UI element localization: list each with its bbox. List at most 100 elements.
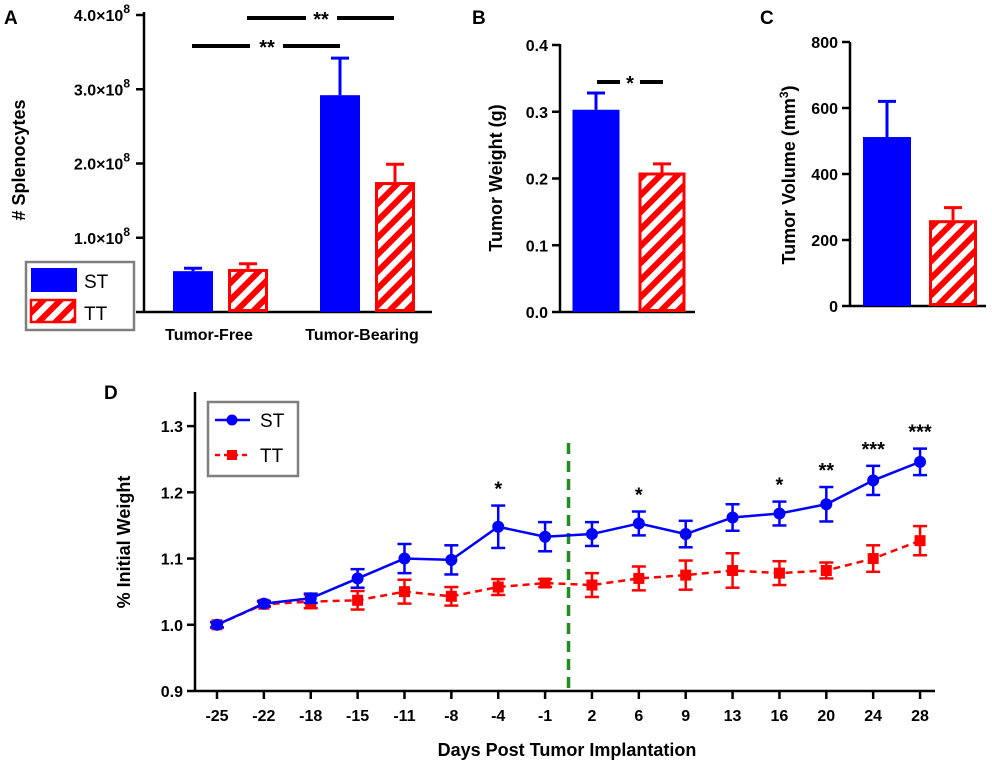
panel-a-bar-st-1: [320, 95, 360, 312]
panel-d-legend-label-tt: TT: [260, 446, 284, 467]
panel-b-bar-st: [572, 109, 620, 312]
panel-a-significance-lower: **: [192, 37, 340, 59]
panel-d-x-ticks: -25 -22 -18 -15 -11 -8 -4 -1 2 6 9 13 16 20 24 28: [205, 691, 929, 725]
panel-a-y-axis-title: # Splenocytes: [9, 99, 29, 220]
panel-a-y-tick-label-4: 4.0×108: [74, 2, 130, 25]
panel-d-point-st-3: [351, 572, 364, 585]
panel-d-point-tt-15: [914, 535, 926, 547]
panel-a-legend-swatch-tt: [29, 298, 77, 324]
panel-d-x-tick-label-9: 6: [634, 708, 643, 725]
panel-d-x-tick-label-15: 28: [911, 708, 929, 725]
panel-d-point-tt-10: [680, 569, 692, 581]
panel-c-letter: C: [760, 8, 774, 29]
panel-d-sig-label-3: **: [819, 460, 835, 482]
panel-d-line-tt: [216, 539, 921, 626]
panel-a-significance-top: **: [247, 9, 394, 31]
panel-d-legend-label-st: ST: [260, 411, 285, 432]
panel-d-legend: ST TT: [206, 400, 300, 478]
panel-a-y-tick-label-2: 2.0×108: [74, 151, 130, 174]
panel-d-sig-label-5: ***: [908, 422, 932, 444]
panel-b-y-tick-label-4: 0.4: [526, 38, 548, 55]
panel-d-sig-label-2: *: [776, 475, 784, 497]
panel-d-point-st-4: [398, 552, 411, 565]
panel-b-y-ticks: 0.0 0.1 0.2 0.3 0.4: [526, 38, 560, 322]
panel-a-legend-label-tt: TT: [84, 304, 108, 325]
panel-d-letter: D: [104, 383, 118, 404]
panel-a-letter: A: [4, 8, 18, 29]
panel-d-y-axis-title: % Initial Weight: [114, 476, 134, 609]
panel-a-y-tick-label-3: 3.0×108: [74, 76, 130, 99]
panel-d-point-st-11: [726, 511, 739, 524]
panel-a-sig-label-2: **: [259, 37, 275, 59]
panel-d-series: [210, 447, 928, 631]
panel-d-point-st-7: [539, 530, 552, 543]
panel-c-bar-st: [863, 137, 911, 306]
panel-a-bar-tt-1: [375, 182, 415, 312]
panel-d-y-ticks: 0.9 1.0 1.1 1.2 1.3: [161, 419, 195, 701]
panel-d-x-tick-label-6: -4: [491, 708, 505, 725]
panel-d: D % Initial Weight 0.91.01.11.21.3 -25 -2…: [104, 383, 935, 760]
panel-d-y-tick-label-0: 0.9: [161, 684, 183, 701]
panel-d-point-tt-9: [633, 572, 645, 584]
panel-d-x-tick-label-4: -11: [393, 708, 415, 725]
panel-d-point-st-0: [211, 618, 223, 631]
panel-b-bar-tt: [638, 172, 686, 312]
panel-d-legend-box: [206, 400, 300, 478]
panel-d-point-st-9: [632, 517, 645, 530]
panel-d-sig-label-4: ***: [862, 439, 886, 461]
panel-d-legend-marker-st: [226, 414, 238, 426]
panel-a: A # Splenocytes 01.0×1082.0×1083.0×1084.…: [4, 2, 432, 344]
panel-d-x-tick-label-1: -22: [252, 708, 275, 725]
panel-d-y-tick-label-1: 1.0: [161, 618, 183, 635]
panel-c-y-axis-title: Tumor Volume (mm3): [777, 85, 799, 264]
panel-a-legend-swatch-st: [31, 268, 77, 292]
panel-b-sig-label: *: [626, 73, 634, 95]
panel-a-bars: [173, 56, 415, 312]
panel-c-bar-tt: [929, 220, 977, 306]
panel-a-sig-label-1: **: [313, 9, 329, 31]
panel-b-y-tick-label-2: 0.2: [526, 172, 548, 189]
panel-d-x-tick-label-10: 9: [681, 708, 690, 725]
panel-d-legend-marker-tt: [227, 450, 237, 460]
panel-d-x-tick-label-11: 13: [724, 708, 742, 725]
panel-d-point-tt-14: [867, 553, 879, 565]
panel-c-y-tick-label-2: 400: [811, 167, 838, 184]
panel-b-letter: B: [472, 8, 486, 29]
panel-b-y-axis-title: Tumor Weight (g): [486, 104, 506, 251]
panel-d-point-st-12: [773, 507, 786, 520]
panel-b: B Tumor Weight (g) 0.0 0.1 0.2 0.3 0.4 *: [472, 8, 695, 322]
panel-d-point-tt-4: [398, 586, 410, 598]
panel-d-point-st-5: [445, 553, 458, 566]
panel-c: C Tumor Volume (mm3) 0 200 400 600 800: [760, 8, 986, 316]
panel-c-y-tick-label-1: 200: [811, 233, 838, 250]
panel-a-legend: ST TT: [24, 260, 136, 332]
panel-d-point-st-1: [257, 597, 270, 610]
panel-d-x-tick-label-3: -15: [346, 708, 369, 725]
panel-d-point-tt-7: [539, 577, 551, 589]
panel-a-bar-st-0: [173, 271, 213, 312]
panel-d-sig-label-1: *: [635, 485, 643, 507]
panel-d-point-tt-13: [820, 564, 832, 576]
panel-d-point-st-14: [867, 474, 880, 487]
panel-d-point-st-6: [492, 520, 505, 533]
panel-d-x-tick-label-7: -1: [538, 708, 552, 725]
panel-c-y-tick-label-3: 600: [811, 101, 838, 118]
panel-d-x-axis-title: Days Post Tumor Implantation: [438, 740, 697, 760]
panel-d-point-st-8: [585, 528, 598, 541]
panel-a-bar-tt-0: [228, 268, 268, 312]
panel-d-x-tick-label-0: -25: [205, 708, 228, 725]
panel-d-point-st-15: [914, 455, 927, 468]
panel-d-point-st-10: [679, 528, 692, 541]
panel-d-line-st: [216, 460, 921, 626]
panel-d-x-tick-label-5: -8: [444, 708, 458, 725]
panel-b-bars: [572, 91, 686, 312]
panel-a-category-tumor-bearing: Tumor-Bearing: [305, 327, 418, 344]
panel-a-y-tick-label-1: 1.0×108: [74, 225, 130, 248]
panel-d-point-st-13: [820, 498, 833, 511]
panel-d-point-tt-8: [586, 579, 598, 591]
panel-d-point-st-2: [304, 592, 317, 605]
panel-d-y-tick-label-4: 1.3: [161, 419, 183, 436]
panel-c-y-tick-label-4: 800: [811, 35, 838, 52]
